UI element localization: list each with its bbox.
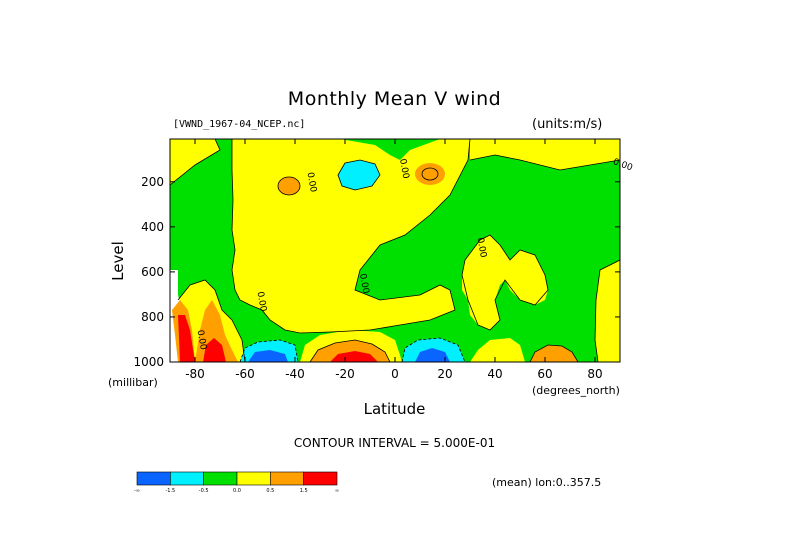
chart-title: Monthly Mean V wind: [287, 88, 502, 110]
region-blue-lower-left: [248, 350, 288, 362]
y-tick-label: 200: [141, 175, 164, 189]
colorbar: -∞ -1.5 -0.5 0.0 0.5 1.5 ∞: [134, 471, 339, 494]
colorbar-swatch: [170, 471, 204, 486]
file-label: [VWND_1967-04_NCEP.nc]: [173, 119, 306, 130]
contour-label: 0.00: [305, 172, 318, 194]
region-red-left: [203, 338, 226, 362]
colorbar-tick-label: 0.0: [233, 488, 241, 494]
colorbar-tick-label: ∞: [335, 488, 339, 494]
region-yellow-right-mid: [462, 235, 548, 330]
contour-label: 0.00: [475, 237, 488, 259]
x-tick-label: -40: [285, 367, 305, 381]
contour-label: 0.00: [255, 291, 268, 313]
colorbar-tick-label: 0.5: [266, 488, 274, 494]
x-tick-label: 0: [391, 367, 399, 381]
y-tick-label: 1000: [133, 355, 164, 369]
contour-orange-center-inner: [421, 167, 439, 181]
colorbar-swatch: [203, 471, 238, 486]
region-orange-upper-left: [278, 177, 300, 195]
y-axis: 200 400 600 800 1000: [133, 175, 620, 369]
x-tick-label: 20: [437, 367, 452, 381]
region-yellow-top-left: [170, 139, 220, 185]
x-tick-label: -20: [335, 367, 355, 381]
x-axis-label: Latitude: [363, 400, 426, 418]
y-tick-label: 400: [141, 220, 164, 234]
colorbar-swatch: [136, 471, 171, 486]
x-tick-label: -60: [235, 367, 255, 381]
colorbar-tick-label: -0.5: [199, 488, 209, 494]
contour-label: 0.00: [397, 158, 410, 180]
contour-label: 0.00: [195, 329, 208, 351]
contour-field: [170, 139, 620, 362]
contour-interval-label: CONTOUR INTERVAL = 5.000E-01: [293, 436, 496, 450]
mean-label: (mean) lon:0..357.5: [492, 476, 602, 489]
y-axis-unit: (millibar): [108, 376, 158, 389]
colorbar-swatch: [236, 471, 271, 486]
region-orange-lower-right: [530, 345, 578, 362]
region-red-far-left: [178, 315, 195, 362]
colorbar-tick-label: 1.5: [300, 488, 308, 494]
region-cyan-upper: [338, 160, 380, 190]
region-yellow-bottom-right: [470, 338, 525, 362]
colorbar-tick-label: -1.5: [165, 488, 175, 494]
y-tick-label: 800: [141, 310, 164, 324]
region-yellow-top-right: [470, 139, 620, 170]
x-tick-label: 40: [487, 367, 502, 381]
colorbar-tick-label: -∞: [134, 488, 140, 494]
y-axis-label: Level: [109, 241, 127, 281]
region-blue-lower-center: [415, 348, 450, 362]
contour-labels: 0.000.000.000.000.000.000.00: [195, 157, 634, 351]
x-tick-label: -80: [185, 367, 205, 381]
contour-label: 0.00: [357, 273, 370, 295]
x-axis-unit: (degrees_north): [532, 384, 620, 397]
x-tick-label: 60: [537, 367, 552, 381]
x-axis: -80 -60 -40 -20 0 20 40 60 80: [185, 139, 603, 381]
region-yellow-right-edge: [595, 260, 620, 362]
y-tick-label: 600: [141, 265, 164, 279]
colorbar-swatch: [303, 471, 338, 486]
units-label: (units:m/s): [532, 117, 603, 132]
colorbar-swatch: [270, 471, 304, 486]
contour-lines: [170, 139, 620, 362]
x-tick-label: 80: [587, 367, 602, 381]
region-red-center: [330, 351, 378, 362]
